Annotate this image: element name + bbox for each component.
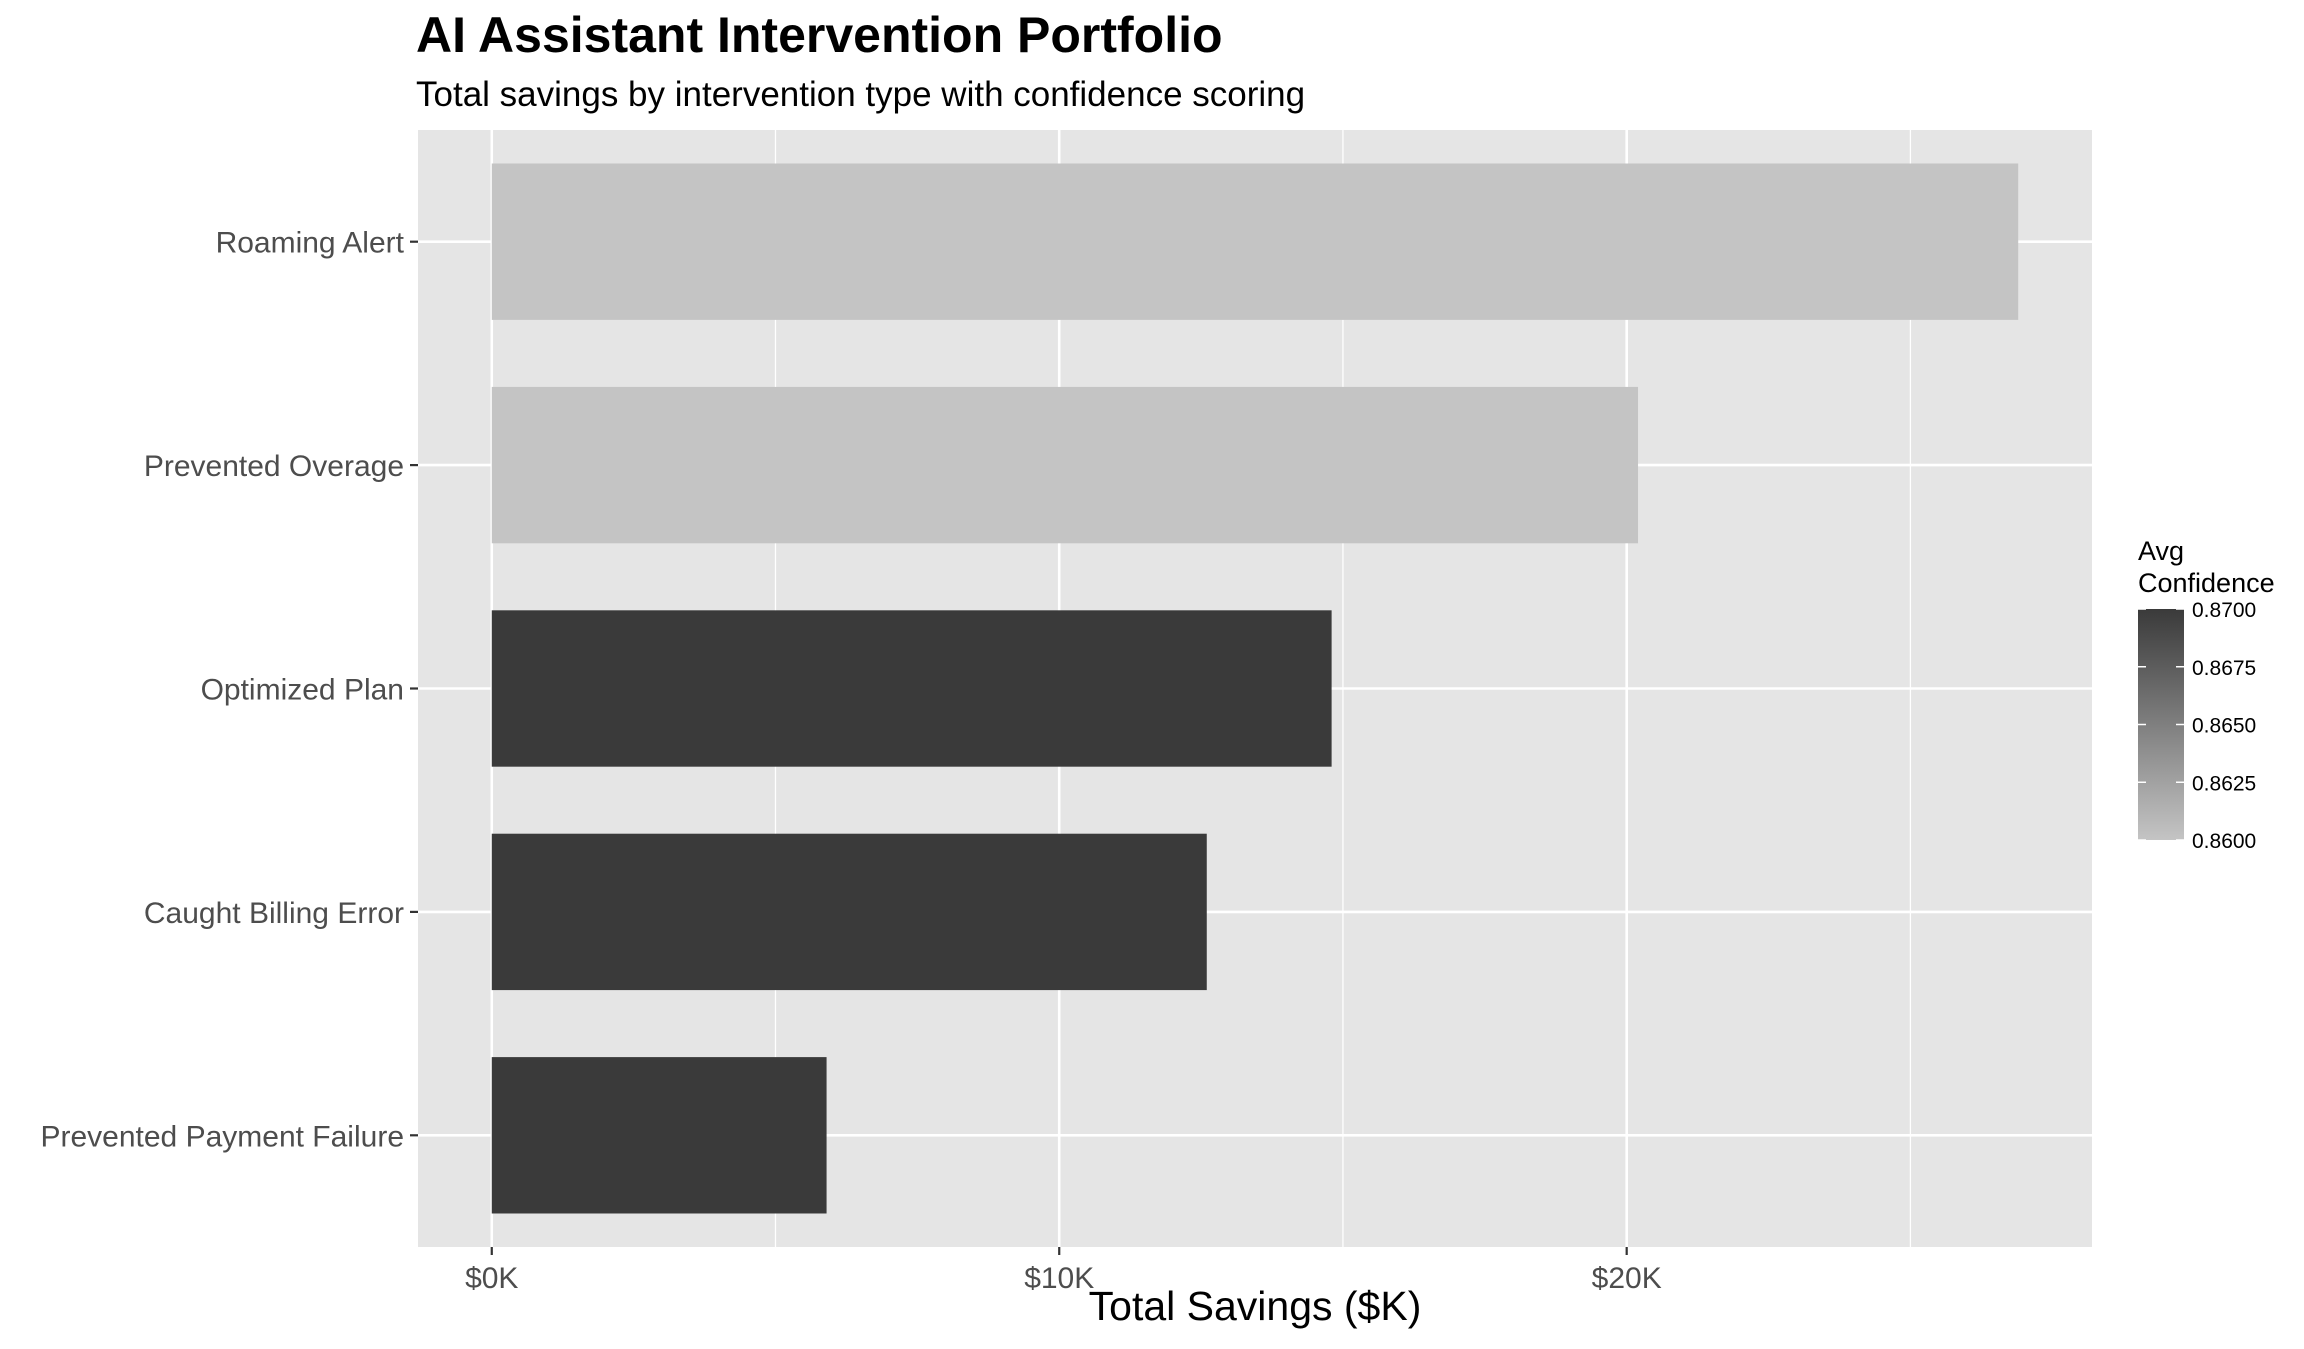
x-axis-title: Total Savings ($K) (1089, 1283, 1422, 1329)
bar (491, 163, 2019, 320)
y-axis: Roaming Alert Prevented Overage Optimized … (40, 227, 418, 1153)
y-tick-label: Roaming Alert (216, 227, 405, 260)
bar (491, 386, 1639, 544)
chart-subtitle: Total savings by intervention type with … (416, 75, 1305, 114)
legend-tick-label: 0.8600 (2192, 830, 2256, 853)
x-tick-label: $10K (1024, 1262, 1094, 1295)
legend-title: Confidence (2138, 568, 2275, 598)
bar (491, 833, 1207, 991)
legend-title: Avg (2138, 536, 2184, 566)
y-tick-label: Caught Billing Error (144, 897, 404, 930)
x-tick-label: $20K (1592, 1262, 1662, 1295)
x-tick-label: $0K (465, 1262, 518, 1295)
legend-tick-label: 0.8625 (2192, 772, 2256, 795)
x-axis: $0K $10K $20K (465, 1247, 1662, 1295)
chart-title: AI Assistant Intervention Portfolio (416, 7, 1223, 63)
bars (491, 163, 2019, 1214)
y-tick-label: Prevented Overage (144, 450, 404, 483)
bar (491, 1057, 827, 1214)
legend-tick-label: 0.8675 (2192, 657, 2256, 680)
y-tick-label: Optimized Plan (201, 674, 404, 707)
y-tick-label: Prevented Payment Failure (40, 1120, 404, 1153)
legend-tick-label: 0.8650 (2192, 715, 2256, 738)
legend-tick-label: 0.8700 (2192, 599, 2256, 622)
bar (491, 610, 1332, 767)
